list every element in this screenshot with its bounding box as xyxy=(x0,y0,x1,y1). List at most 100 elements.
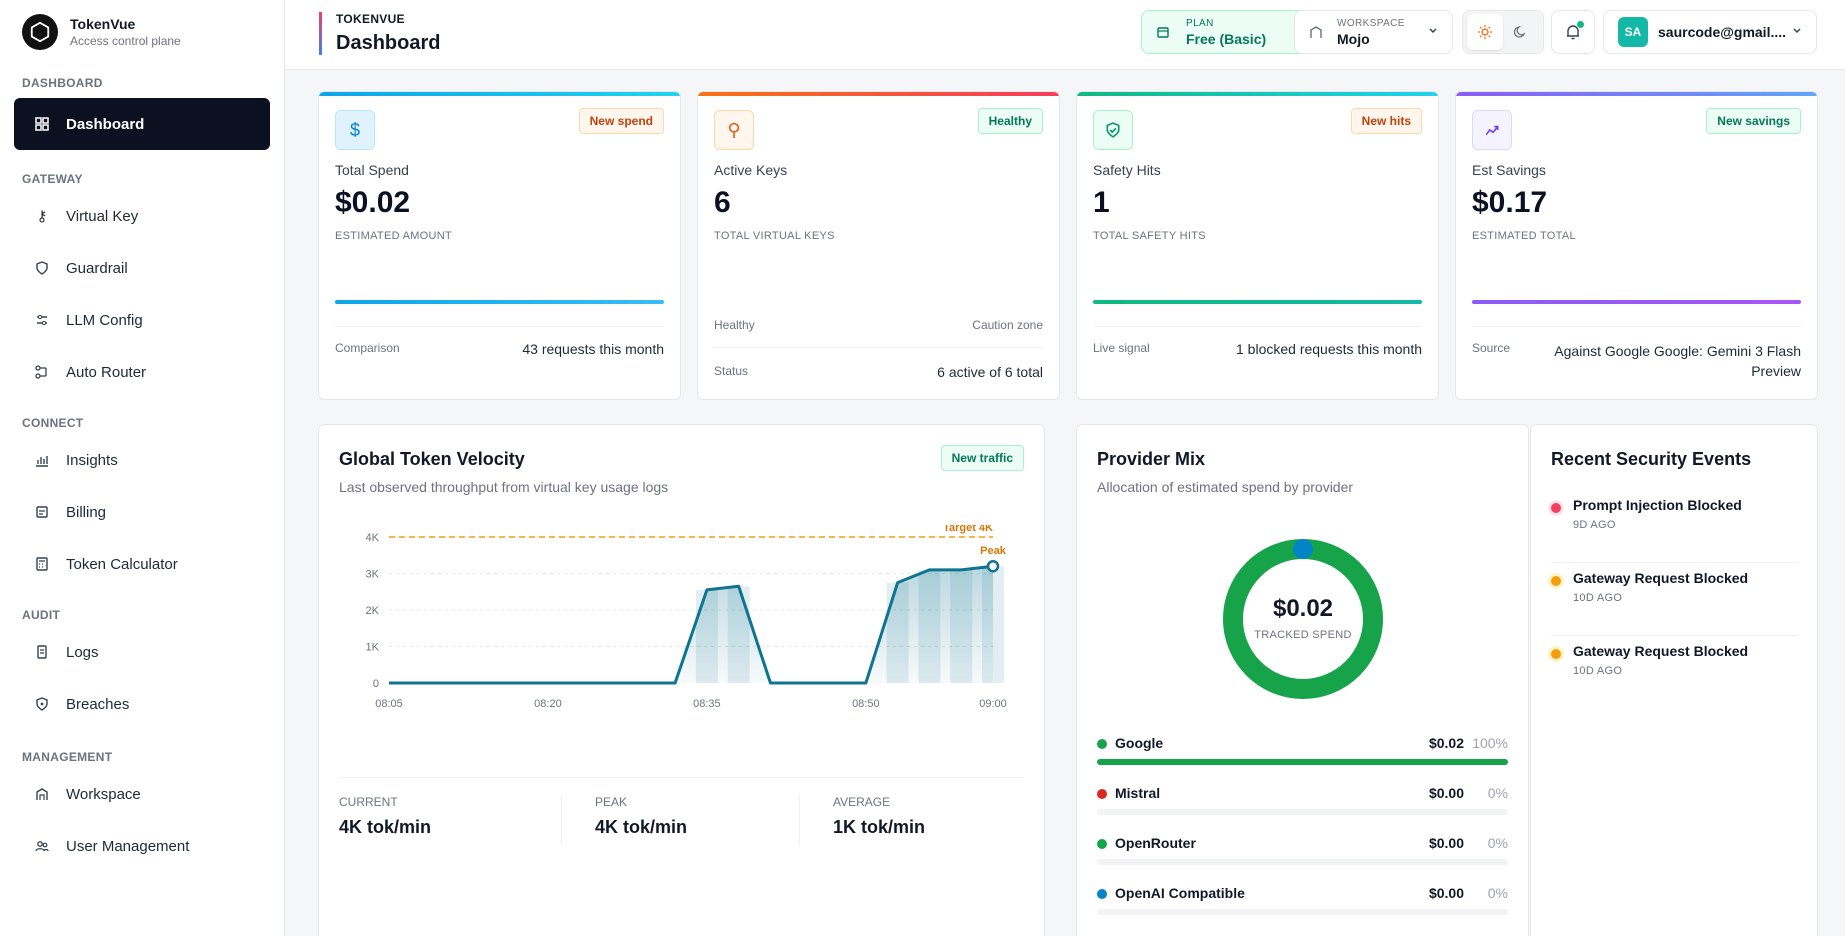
metric-current: CURRENT 4K tok/min xyxy=(339,795,559,838)
chart-icon xyxy=(34,452,50,468)
sidebar-item-billing[interactable]: Billing xyxy=(14,486,270,538)
provider-row-google: Google $0.02 100% xyxy=(1097,735,1508,785)
data-bar xyxy=(982,566,1004,683)
stat-card-est-savings: New savings Est Savings $0.17 ESTIMATED … xyxy=(1455,91,1818,400)
breadcrumb: TOKENVUE Dashboard xyxy=(319,12,441,55)
sidebar-item-dashboard[interactable]: Dashboard xyxy=(14,98,270,150)
sidebar-item-auto-router[interactable]: Auto Router xyxy=(14,346,270,398)
brand-subtitle: Access control plane xyxy=(70,34,181,48)
file-icon xyxy=(34,644,50,660)
users-icon xyxy=(34,838,50,854)
user-menu[interactable]: SA saurcode@gmail.... xyxy=(1603,10,1817,54)
sidebar-item-token-calculator[interactable]: Token Calculator xyxy=(14,538,270,590)
stat-sparkline xyxy=(335,300,664,304)
avatar: SA xyxy=(1618,17,1648,47)
topbar: TOKENVUE Dashboard PLAN Free (Basic) WORK… xyxy=(285,0,1845,70)
data-bar xyxy=(727,586,750,683)
sidebar: TokenVue Access control plane DASHBOARD … xyxy=(0,0,285,936)
x-tick-label: 08:20 xyxy=(534,698,562,710)
sidebar-item-guardrail[interactable]: Guardrail xyxy=(14,242,270,294)
user-email: saurcode@gmail.... xyxy=(1658,24,1787,40)
notifications-button[interactable] xyxy=(1551,10,1595,54)
status-badge: New savings xyxy=(1706,108,1801,134)
stat-footer-value: 43 requests this month xyxy=(522,341,664,357)
stat-footer-key: Comparison xyxy=(335,341,400,355)
page-title: Dashboard xyxy=(336,32,441,54)
velocity-title: Global Token Velocity xyxy=(339,449,525,469)
stat-footer-value: 1 blocked requests this month xyxy=(1236,341,1422,357)
stat-label: Safety Hits xyxy=(1093,162,1161,178)
stat-label: Est Savings xyxy=(1472,162,1546,178)
event-title: Prompt Injection Blocked xyxy=(1573,497,1742,513)
health-right-label: Caution zone xyxy=(972,318,1043,332)
security-event[interactable]: Gateway Request Blocked 10D AGO xyxy=(1551,566,1797,636)
event-ago: 9D AGO xyxy=(1573,519,1616,531)
workspace-value: Mojo xyxy=(1337,30,1370,47)
status-badge: New spend xyxy=(578,108,664,134)
security-event[interactable]: Gateway Request Blocked 10D AGO xyxy=(1551,639,1797,709)
stat-card-active-keys: ⚲ Healthy Active Keys 6 TOTAL VIRTUAL KE… xyxy=(697,91,1060,400)
sidebar-item-label: User Management xyxy=(66,837,190,855)
nav-section-connect: CONNECT xyxy=(22,416,84,430)
sidebar-item-workspace[interactable]: Workspace xyxy=(14,768,270,820)
shield-icon xyxy=(34,260,50,276)
shield-check-icon xyxy=(1093,110,1133,150)
key-icon: ⚲ xyxy=(714,110,754,150)
sidebar-item-virtual-key[interactable]: ⚷ Virtual Key xyxy=(14,190,270,242)
provider-row-mistral: Mistral $0.00 0% xyxy=(1097,785,1508,835)
theme-toggle[interactable] xyxy=(1462,10,1544,54)
status-badge: New traffic xyxy=(940,445,1024,471)
area-fill xyxy=(389,566,993,683)
sidebar-item-insights[interactable]: Insights xyxy=(14,434,270,486)
provider-amount: $0.00 xyxy=(1428,885,1464,901)
sun-icon[interactable] xyxy=(1467,14,1503,50)
brand-logo-icon xyxy=(22,14,58,50)
stat-label: Active Keys xyxy=(714,162,788,178)
velocity-card: Global Token Velocity Last observed thro… xyxy=(318,424,1045,936)
data-bar xyxy=(886,582,909,683)
calculator-icon xyxy=(34,556,50,572)
sidebar-item-llm-config[interactable]: LLM Config xyxy=(14,294,270,346)
provider-row-openrouter: OpenRouter $0.00 0% xyxy=(1097,835,1508,885)
workspace-label: WORKSPACE xyxy=(1337,17,1405,29)
stat-sub: ESTIMATED AMOUNT xyxy=(335,230,453,242)
moon-icon[interactable] xyxy=(1503,14,1539,50)
status-badge: Healthy xyxy=(977,108,1043,134)
peak-label: Peak xyxy=(980,545,1007,557)
stat-value: 6 xyxy=(714,186,731,219)
sidebar-item-label: Billing xyxy=(66,503,107,521)
chevron-down-icon xyxy=(1428,23,1438,41)
workspace-selector[interactable]: WORKSPACE Mojo xyxy=(1294,10,1453,54)
nav-section-gateway: GATEWAY xyxy=(22,172,83,186)
metric-value: 1K tok/min xyxy=(833,817,926,837)
sidebar-item-label: Breaches xyxy=(66,695,130,713)
provider-name: OpenRouter xyxy=(1115,835,1196,851)
plan-value: Free (Basic) xyxy=(1186,30,1267,47)
metric-value: 4K tok/min xyxy=(595,817,688,837)
nav-section-audit: AUDIT xyxy=(22,608,61,622)
x-tick-label: 09:00 xyxy=(979,698,1007,710)
stat-footer-key: Status xyxy=(714,364,749,378)
provider-pct: 100% xyxy=(1472,735,1508,751)
nav-section-dashboard: DASHBOARD xyxy=(22,76,103,90)
target-label: Target 4K xyxy=(943,525,993,534)
sidebar-item-user-management[interactable]: User Management xyxy=(14,820,270,872)
brand: TokenVue Access control plane xyxy=(0,0,284,64)
main-content: TOKENVUE Dashboard PLAN Free (Basic) WORK… xyxy=(285,0,1845,936)
plan-badge[interactable]: PLAN Free (Basic) xyxy=(1141,10,1320,54)
stat-sparkline xyxy=(1472,300,1801,304)
provider-row-openai-compatible: OpenAI Compatible $0.00 0% xyxy=(1097,885,1508,935)
stat-sparkline xyxy=(1093,300,1422,304)
sidebar-item-logs[interactable]: Logs xyxy=(14,626,270,678)
security-event[interactable]: Prompt Injection Blocked 9D AGO xyxy=(1551,493,1797,563)
donut-marker xyxy=(1293,539,1313,559)
stat-card-total-spend: $ New spend Total Spend $0.02 ESTIMATED … xyxy=(318,91,681,400)
provider-donut xyxy=(1223,539,1383,699)
sidebar-item-breaches[interactable]: Breaches xyxy=(14,678,270,730)
provider-amount: $0.02 xyxy=(1428,735,1464,751)
shield-alert-icon xyxy=(34,696,50,712)
health-left-label: Healthy xyxy=(714,318,755,332)
chevron-down-icon xyxy=(1792,23,1802,41)
peak-point xyxy=(986,559,1000,573)
provider-name: Mistral xyxy=(1115,785,1161,801)
